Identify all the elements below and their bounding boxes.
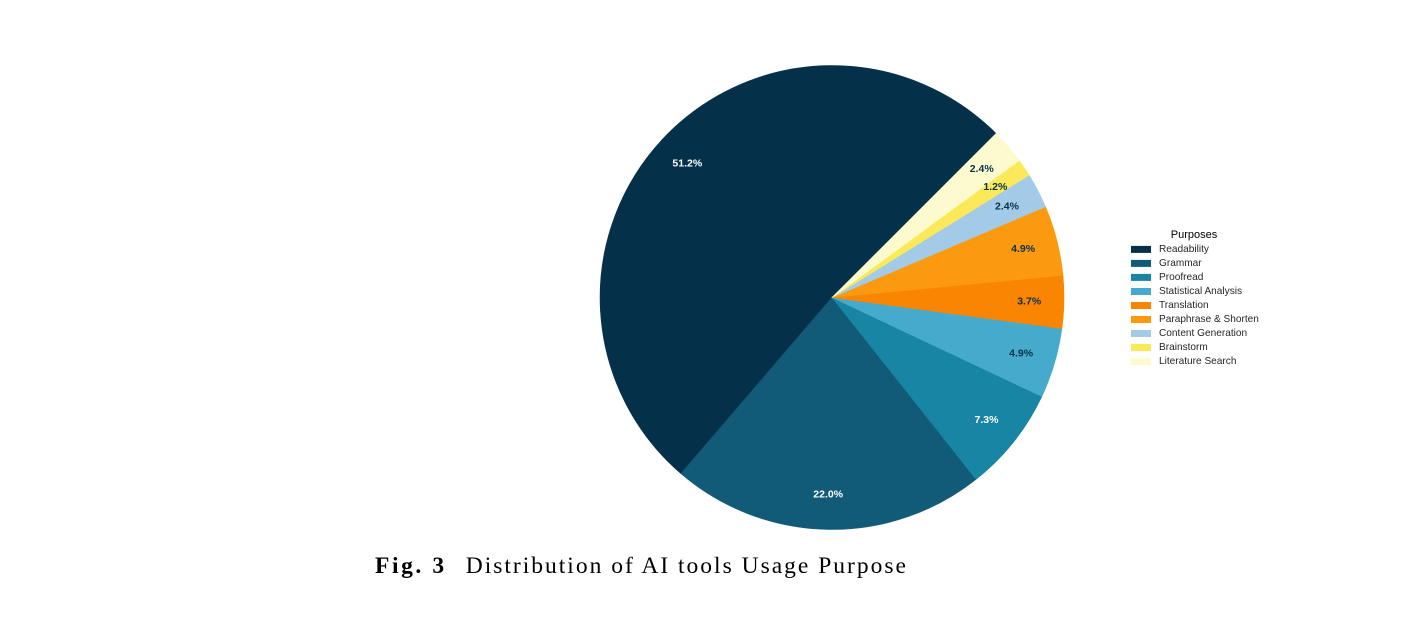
svg-text:Brainstorm: Brainstorm bbox=[1159, 342, 1208, 353]
svg-text:Grammar: Grammar bbox=[1159, 258, 1202, 269]
svg-text:2.4%: 2.4% bbox=[995, 201, 1020, 213]
svg-text:7.3%: 7.3% bbox=[975, 414, 1000, 426]
svg-text:Paraphrase & Shorten: Paraphrase & Shorten bbox=[1159, 314, 1259, 325]
svg-text:22.0%: 22.0% bbox=[813, 489, 843, 501]
svg-text:Statistical Analysis: Statistical Analysis bbox=[1159, 286, 1242, 297]
svg-text:3.7%: 3.7% bbox=[1017, 295, 1042, 307]
svg-text:51.2%: 51.2% bbox=[672, 158, 702, 170]
svg-text:4.9%: 4.9% bbox=[1011, 243, 1036, 255]
svg-text:Proofread: Proofread bbox=[1159, 272, 1203, 283]
svg-text:Purposes: Purposes bbox=[1171, 229, 1218, 241]
svg-text:Translation: Translation bbox=[1159, 300, 1209, 311]
svg-text:2.4%: 2.4% bbox=[970, 163, 995, 175]
svg-text:4.9%: 4.9% bbox=[1009, 347, 1034, 359]
svg-text:1.2%: 1.2% bbox=[983, 181, 1008, 193]
svg-text:Content Generation: Content Generation bbox=[1159, 328, 1247, 339]
svg-text:Readability: Readability bbox=[1159, 244, 1210, 255]
svg-text:Literature Search: Literature Search bbox=[1159, 356, 1236, 367]
